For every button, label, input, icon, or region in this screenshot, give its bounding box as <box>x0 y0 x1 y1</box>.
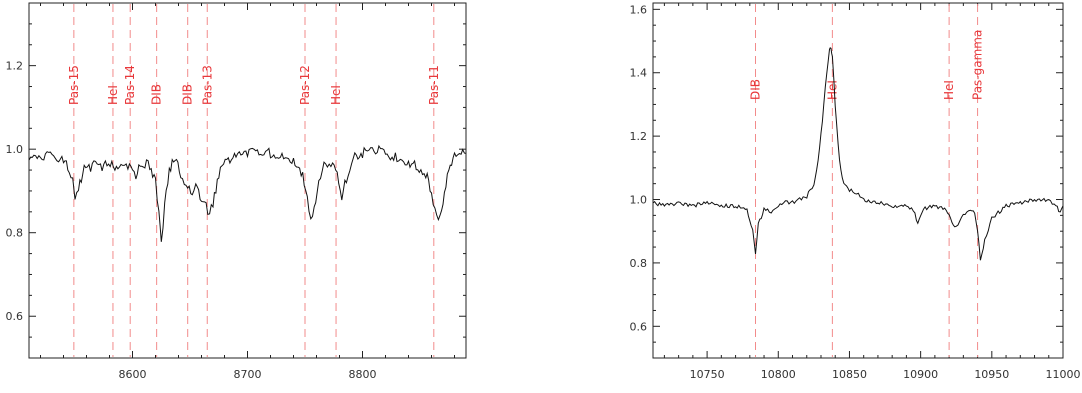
line-marker-label: Pas-15 <box>67 65 81 105</box>
line-marker-label: Pas-13 <box>200 65 214 105</box>
line-marker-label: HeI <box>329 85 343 105</box>
line-marker-label: Pas-12 <box>298 65 312 105</box>
x-tick-label: 8800 <box>349 368 377 381</box>
x-tick-label: 10850 <box>832 368 867 381</box>
spectrum-line <box>652 47 1064 261</box>
y-tick-label: 0.8 <box>630 257 648 270</box>
x-tick-label: 10750 <box>690 368 725 381</box>
y-tick-label: 1.0 <box>6 143 24 156</box>
x-tick-label: 10800 <box>761 368 796 381</box>
line-marker-label: Pas-gamma <box>971 30 985 100</box>
line-marker-label: HeI <box>106 85 120 105</box>
right-spectrum-panel: 10750 10800 10850 10900 10950 11000 0.6 0.8 1.0 1… <box>630 2 1081 381</box>
x-tick-label: 8600 <box>119 368 147 381</box>
spectrum-line <box>28 144 467 242</box>
line-marker-label: DIB <box>150 84 164 105</box>
line-marker-label: HeI <box>825 80 839 100</box>
y-tick-label: 1.2 <box>6 60 24 73</box>
x-tick-label: 10950 <box>974 368 1009 381</box>
x-tick-label: 8700 <box>234 368 262 381</box>
y-tick-label: 1.4 <box>630 67 648 80</box>
y-tick-label: 1.2 <box>630 130 648 143</box>
plot-frame <box>28 2 467 359</box>
line-marker-label: Pas-11 <box>427 65 441 105</box>
line-marker-label: Pas-14 <box>123 65 137 105</box>
y-tick-label: 0.8 <box>6 227 24 240</box>
plot-frame <box>652 2 1064 359</box>
line-marker-label: DIB <box>181 84 195 105</box>
y-tick-label: 0.6 <box>630 320 648 333</box>
y-tick-label: 0.6 <box>6 310 24 323</box>
x-tick-label: 11000 <box>1046 368 1081 381</box>
y-tick-label: 1.0 <box>630 194 648 207</box>
line-marker-label: DIB <box>749 79 763 100</box>
y-tick-label: 1.6 <box>630 3 648 16</box>
x-tick-label: 10900 <box>903 368 938 381</box>
line-marker-label: HeI <box>942 80 956 100</box>
